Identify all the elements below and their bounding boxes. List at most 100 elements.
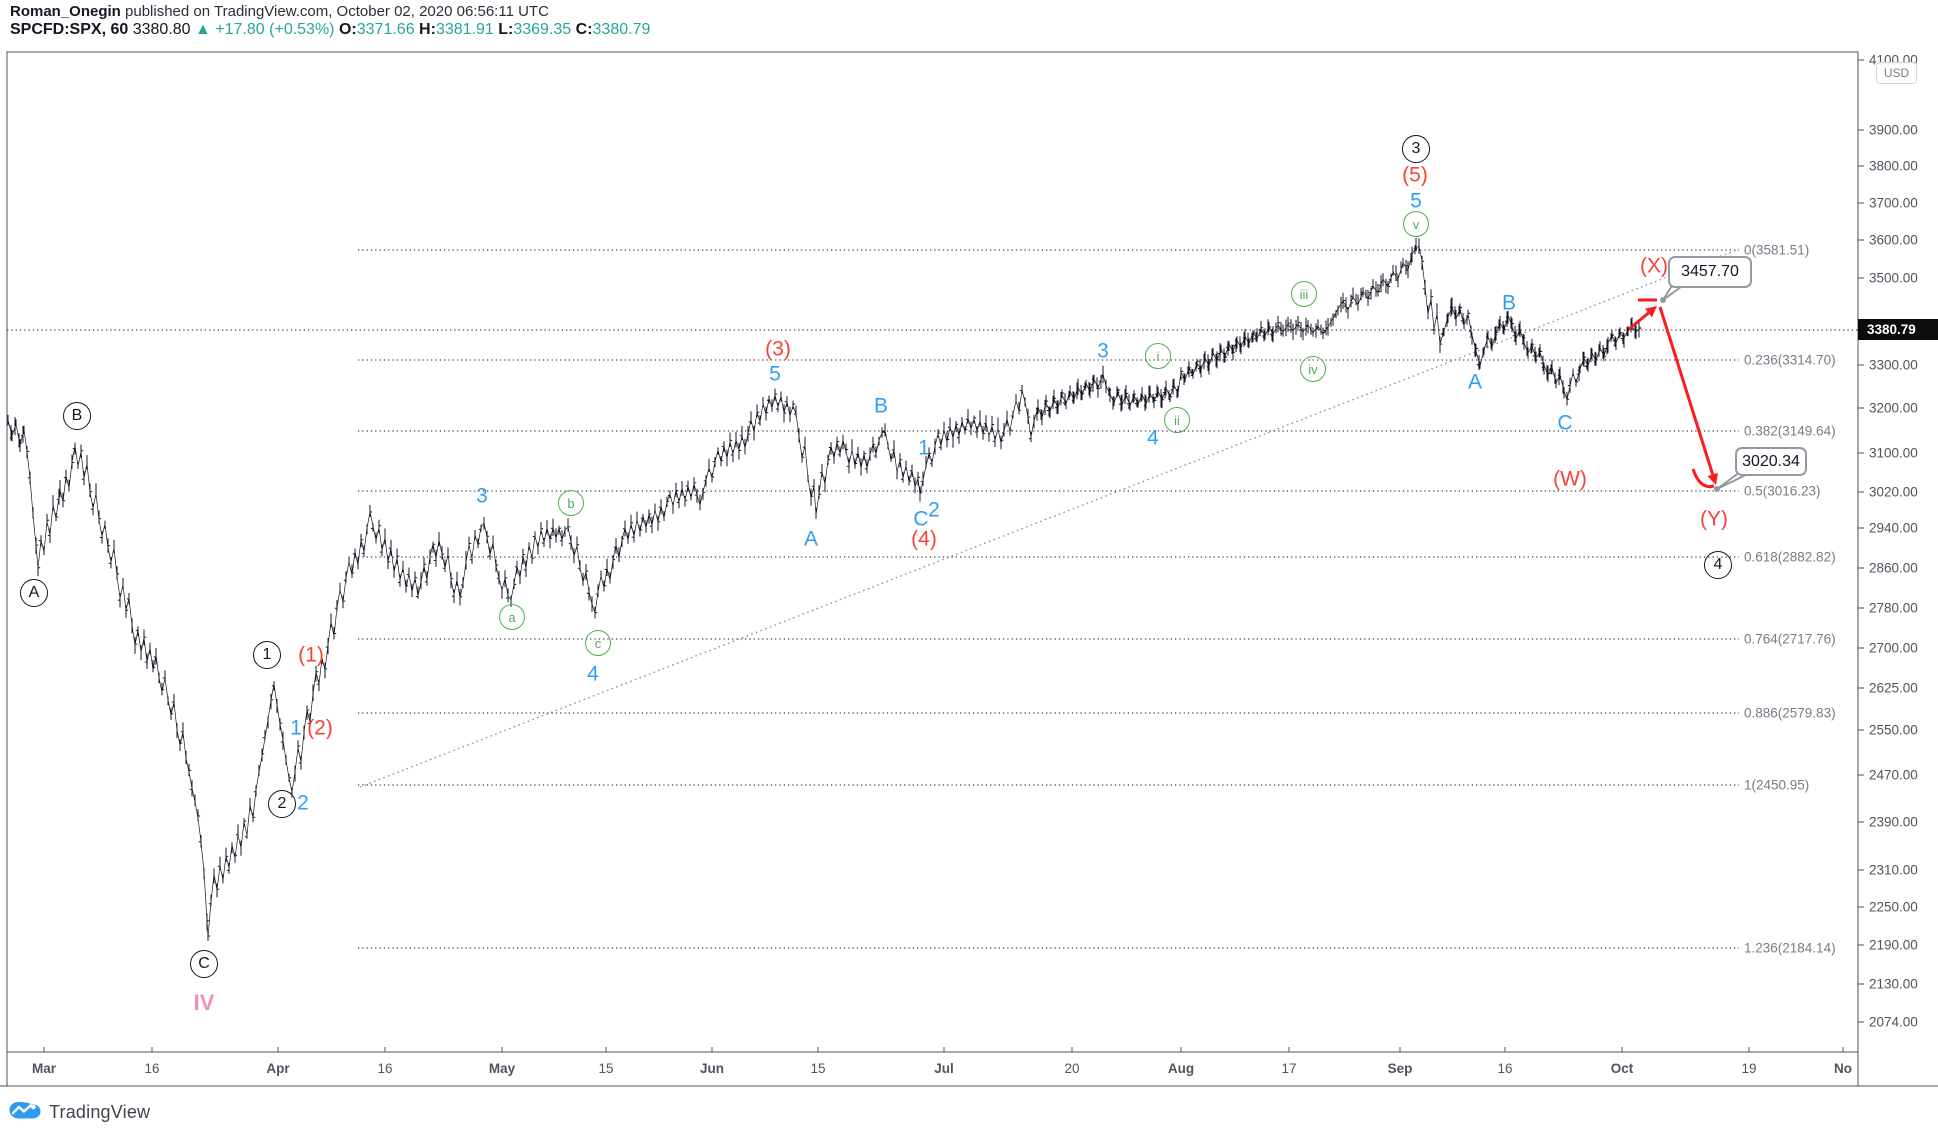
low-label: L:	[498, 21, 514, 38]
wave-label-(3)-778: (3)	[765, 337, 791, 361]
x-axis-label-No: No	[1834, 1061, 1852, 1076]
wave-label-B-1509: B	[1501, 291, 1517, 315]
y-axis-label-3700.00: 3700.00	[1869, 195, 1918, 211]
wave-label-4-1718: 4	[1704, 551, 1732, 579]
x-axis-label-Apr: Apr	[266, 1061, 290, 1076]
byline: Roman_Onegin published on TradingView.co…	[10, 3, 650, 21]
fib-label-0.618: 0.618(2882.82)	[1744, 549, 1836, 565]
wave-label-v-1416: v	[1403, 211, 1429, 237]
price-path	[7, 245, 1642, 938]
y-axis-label-2074.00: 2074.00	[1869, 1014, 1918, 1030]
y-axis-label-2550.00: 2550.00	[1869, 722, 1918, 738]
fib-label-0.236: 0.236(3314.70)	[1744, 352, 1836, 368]
wave-label-(Y)-1714: (Y)	[1700, 507, 1728, 531]
wave-label-(2)-320: (2)	[307, 716, 333, 740]
wave-label-(W)-1570: (W)	[1553, 467, 1587, 491]
fib-label-1.236: 1.236(2184.14)	[1744, 940, 1836, 956]
y-axis-label-2700.00: 2700.00	[1869, 640, 1918, 656]
wave-label-1-924: 1	[918, 436, 930, 460]
wave-label-(5)-1415: (5)	[1402, 163, 1428, 187]
up-arrow-icon: ▲	[195, 21, 211, 38]
author-name[interactable]: Roman_Onegin	[10, 3, 121, 20]
ticker-line: SPCFD:SPX, 60 3380.80 ▲ +17.80 (+0.53%) …	[10, 21, 650, 39]
wave-label-a-512: a	[499, 604, 525, 630]
tradingview-logo-icon	[9, 1102, 41, 1119]
x-axis-label-Aug: Aug	[1167, 1061, 1195, 1076]
y-axis-label-3020.00: 3020.00	[1869, 484, 1918, 500]
wave-label-b-571: b	[558, 490, 584, 516]
symbol-timeframe[interactable]: SPCFD:SPX, 60	[10, 21, 129, 38]
price-callout-3457.70: 3457.70	[1668, 256, 1752, 288]
wave-label-1-267: 1	[253, 641, 281, 669]
close-value: 3380.79	[592, 21, 651, 38]
y-axis-label-2940.00: 2940.00	[1869, 520, 1918, 536]
x-axis-label-15: 15	[598, 1061, 614, 1076]
wave-label-4-593: 4	[587, 662, 599, 686]
open-value: 3371.66	[356, 21, 415, 38]
projection-arrow-flourish	[1691, 468, 1715, 489]
wave-label-A-811: A	[803, 527, 819, 551]
projection-arrow-up-head	[1645, 306, 1657, 318]
price-callout-3020.34: 3020.34	[1735, 447, 1807, 476]
x-axis-label-Jun: Jun	[699, 1061, 725, 1076]
wave-label-4-1153: 4	[1147, 426, 1159, 450]
tradingview-logo[interactable]: TradingView	[8, 1099, 150, 1125]
fib-label-0.382: 0.382(3149.64)	[1744, 423, 1836, 439]
price-change: +17.80 (+0.53%)	[215, 21, 335, 38]
high-value: 3381.91	[435, 21, 494, 38]
wave-label-3-482: 3	[476, 484, 488, 508]
wave-label-(1)-311: (1)	[298, 643, 324, 667]
open-label: O:	[338, 21, 357, 38]
trendline	[359, 248, 1740, 788]
fib-label-0.764: 0.764(2717.76)	[1744, 631, 1836, 647]
wave-label-c-598: c	[585, 630, 611, 656]
wave-label-2-282: 2	[268, 790, 296, 818]
y-axis-label-3600.00: 3600.00	[1869, 232, 1918, 248]
wave-label-(4)-924: (4)	[911, 527, 937, 551]
callout-anchor-dot	[1660, 297, 1666, 303]
fib-label-0.5: 0.5(3016.23)	[1744, 483, 1821, 499]
close-label: C:	[575, 21, 593, 38]
projection-arrow-up	[1628, 311, 1650, 331]
plot-border	[6, 51, 1859, 1053]
wave-label-C-204: C	[190, 950, 218, 978]
wave-label-(X)-1654: (X)	[1640, 254, 1668, 278]
wave-label-3-1103: 3	[1097, 339, 1109, 363]
wave-label-B-881: B	[873, 394, 889, 418]
fib-label-0.886: 0.886(2579.83)	[1744, 705, 1836, 721]
y-axis-label-3900.00: 3900.00	[1869, 122, 1918, 138]
wave-label-1-296: 1	[290, 716, 302, 740]
wave-label-iii-1304: iii	[1291, 281, 1317, 307]
x-axis-label-Oct: Oct	[1610, 1061, 1634, 1076]
x-axis-label-16: 16	[144, 1061, 160, 1076]
callout-anchor-dot	[1714, 486, 1720, 492]
x-axis-label-19: 19	[1741, 1061, 1757, 1076]
x-axis-label-15: 15	[810, 1061, 826, 1076]
high-label: H:	[419, 21, 436, 38]
y-axis-label-2390.00: 2390.00	[1869, 814, 1918, 830]
y-axis-label-2860.00: 2860.00	[1869, 560, 1918, 576]
y-axis-label-2250.00: 2250.00	[1869, 899, 1918, 915]
x-axis-label-May: May	[488, 1061, 516, 1076]
chart-header: Roman_Onegin published on TradingView.co…	[10, 3, 650, 39]
x-axis-label-16: 16	[1497, 1061, 1513, 1076]
low-value: 3369.35	[513, 21, 572, 38]
y-axis-label-2190.00: 2190.00	[1869, 937, 1918, 953]
currency-button[interactable]: USD	[1876, 62, 1917, 84]
tradingview-logo-text: TradingView	[49, 1101, 151, 1122]
x-axis-label-Mar: Mar	[31, 1061, 57, 1076]
wave-label-C-921: C	[913, 507, 929, 531]
y-axis-label-2310.00: 2310.00	[1869, 862, 1918, 878]
projection-arrow-down-head	[1707, 472, 1718, 485]
y-axis-label-3800.00: 3800.00	[1869, 158, 1918, 174]
wave-label-iv-1313: iv	[1300, 356, 1326, 382]
fib-label-1: 1(2450.95)	[1744, 777, 1810, 793]
wave-label-C-1565: C	[1557, 411, 1573, 435]
wave-label-5-1416: 5	[1410, 189, 1422, 213]
wave-label-3-1416: 3	[1402, 135, 1430, 163]
wave-label-B-77: B	[63, 402, 91, 430]
x-axis-label-Sep: Sep	[1387, 1061, 1413, 1076]
y-axis-label-2470.00: 2470.00	[1869, 767, 1918, 783]
